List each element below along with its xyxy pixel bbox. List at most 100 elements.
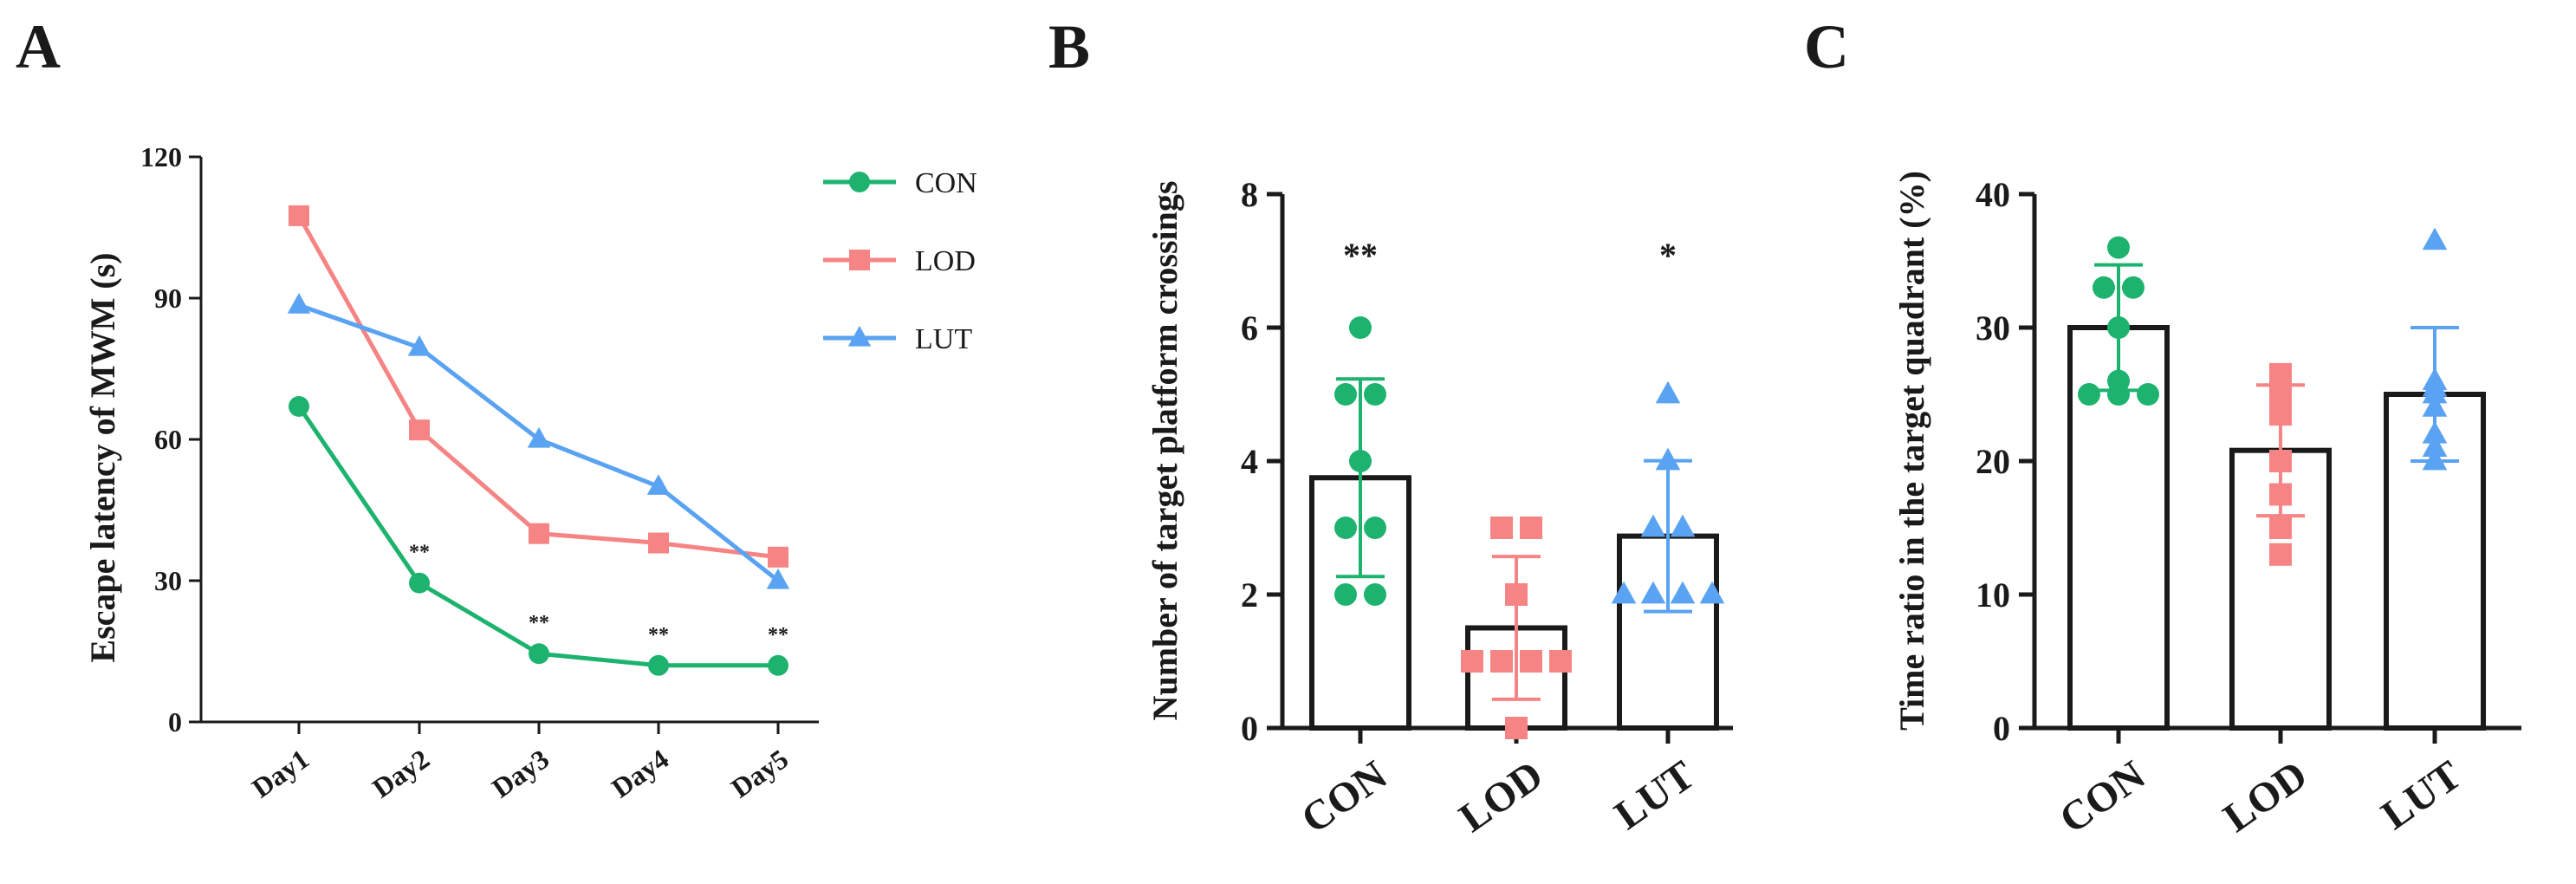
panel-b-point-lod bbox=[1461, 650, 1483, 673]
panel-b-point-con bbox=[1349, 316, 1372, 339]
panel-a-legend-marker bbox=[849, 250, 870, 270]
panel-b-point-lod bbox=[1520, 517, 1542, 539]
panel-a-legend-marker bbox=[849, 172, 870, 192]
panel-b-y-tick-label: 6 bbox=[1241, 309, 1258, 348]
panel-b-y-tick-label: 0 bbox=[1241, 709, 1258, 748]
panel-b-point-lod bbox=[1490, 517, 1513, 539]
panel-b-y-tick-label: 4 bbox=[1241, 442, 1258, 481]
panel-c-bar-chart: 0 10 20 30 40 CON LOD LUT bbox=[1976, 175, 2521, 842]
panel-b-y-tick-label: 2 bbox=[1241, 575, 1258, 614]
panel-c-point-con bbox=[2107, 316, 2130, 339]
panel-c-point-con bbox=[2078, 383, 2100, 406]
panel-b-point-con bbox=[1364, 383, 1386, 406]
panel-a-point-lut bbox=[527, 426, 551, 448]
panel-c-point-lod bbox=[2269, 543, 2292, 566]
panel-b-point-con bbox=[1364, 517, 1386, 539]
panel-a-point-lut bbox=[766, 568, 790, 589]
panel-a-x-tick-label: Day5 bbox=[725, 743, 794, 803]
panel-c-point-lut bbox=[2422, 380, 2448, 404]
panel-b-significance-con: ** bbox=[1343, 236, 1378, 275]
panel-c-point-lut bbox=[2422, 394, 2448, 417]
panel-c-y-tick-label: 0 bbox=[1993, 709, 2010, 748]
panel-c-point-con bbox=[2107, 383, 2130, 406]
panel-a-x-tick-label: Day1 bbox=[246, 743, 315, 803]
panel-b-point-lod bbox=[1520, 650, 1542, 673]
panel-a-y-tick-label: 120 bbox=[140, 141, 182, 172]
panel-a-y-tick-label: 60 bbox=[154, 424, 182, 455]
panel-c-y-tick-label: 30 bbox=[1976, 309, 2010, 348]
panel-b-x-tick-label: LUT bbox=[1606, 752, 1703, 839]
panel-c-point-lut bbox=[2422, 447, 2448, 471]
panel-letter-c: C bbox=[1804, 12, 1849, 81]
panel-b-point-con bbox=[1349, 450, 1372, 472]
panel-c-point-lut bbox=[2422, 434, 2448, 457]
panel-a-x-tick-label: Day4 bbox=[606, 743, 674, 803]
panel-b-y-tick-label: 8 bbox=[1241, 175, 1258, 214]
panel-a-point-lod bbox=[768, 546, 788, 568]
panel-letter-a: A bbox=[16, 12, 61, 81]
panel-b-point-lut bbox=[1655, 380, 1681, 404]
panel-a-x-tick-label: Day3 bbox=[486, 743, 555, 803]
panel-b-point-lod bbox=[1549, 650, 1572, 673]
panel-a-point-lod bbox=[289, 205, 309, 226]
panel-a-point-con bbox=[648, 654, 669, 676]
panel-b-point-lod bbox=[1505, 717, 1528, 739]
panel-b-point-con bbox=[1334, 383, 1357, 406]
panel-b-point-lut bbox=[1699, 581, 1725, 604]
panel-c-point-con bbox=[2122, 276, 2145, 299]
panel-c-x-tick-label: CON bbox=[2052, 751, 2154, 842]
panel-b-ylabel: Number of target platform crossings bbox=[1145, 181, 1184, 721]
panel-a-point-lut bbox=[407, 335, 431, 356]
panel-c-point-lod bbox=[2269, 517, 2292, 539]
panel-a-y-tick-label: 90 bbox=[154, 283, 182, 314]
panel-letter-b: B bbox=[1048, 12, 1090, 81]
panel-a-point-lut bbox=[287, 293, 311, 314]
panel-b-point-lod bbox=[1505, 583, 1528, 606]
panel-a-point-lod bbox=[529, 523, 549, 544]
panel-b-point-con bbox=[1334, 517, 1357, 539]
panel-b-point-con bbox=[1364, 583, 1386, 606]
panel-c-y-tick-label: 10 bbox=[1976, 575, 2010, 614]
panel-b-point-lut bbox=[1640, 581, 1666, 604]
panel-c-x-tick-label: LOD bbox=[2216, 752, 2316, 842]
panel-c-point-lod bbox=[2269, 403, 2292, 426]
panel-b-point-lut bbox=[1655, 447, 1681, 471]
panel-a-line-chart: 0 30 60 90 120 Day1 Day2 Day3 Day4 Day5 ** ** ** ** CO… bbox=[140, 141, 977, 804]
panel-a-point-lod bbox=[409, 419, 430, 441]
panel-a-point-con bbox=[768, 654, 788, 676]
panel-c-point-lut bbox=[2422, 420, 2448, 444]
panel-a-significance: ** bbox=[648, 624, 669, 647]
panel-a-point-con bbox=[289, 395, 309, 417]
panel-b-point-lut bbox=[1670, 581, 1696, 604]
panel-a-point-con bbox=[409, 572, 430, 594]
panel-a-y-tick-label: 30 bbox=[154, 565, 182, 596]
panel-a-point-lut bbox=[646, 474, 671, 495]
panel-a-significance: ** bbox=[529, 612, 549, 634]
panel-c-point-lod bbox=[2269, 483, 2292, 506]
panel-a-point-lod bbox=[648, 532, 669, 554]
panel-c-point-lut bbox=[2422, 227, 2448, 250]
panel-b-significance-lut: * bbox=[1659, 236, 1677, 275]
panel-c-x-tick-label: LUT bbox=[2373, 752, 2469, 839]
panel-b-x-tick-label: CON bbox=[1294, 751, 1396, 842]
panel-a-y-tick-label: 0 bbox=[168, 706, 182, 738]
panel-a-legend-label: LUT bbox=[915, 323, 972, 355]
panel-b-point-lut bbox=[1670, 514, 1696, 537]
panel-a-ylabel: Escape latency of MWM (s) bbox=[83, 252, 122, 662]
panel-a-legend-label: CON bbox=[915, 167, 977, 199]
panel-a-x-tick-label: Day2 bbox=[367, 743, 435, 803]
panel-b-point-lod bbox=[1490, 650, 1513, 673]
panel-c-y-tick-label: 20 bbox=[1976, 442, 2010, 481]
panel-b-point-lut bbox=[1611, 581, 1637, 604]
panel-c-point-con bbox=[2093, 276, 2115, 299]
panel-a-series-line-lod bbox=[296, 214, 779, 560]
panel-b-point-lut bbox=[1640, 514, 1666, 537]
panel-c-point-con bbox=[2137, 383, 2159, 406]
panel-b-point-con bbox=[1334, 583, 1357, 606]
panel-a-legend-marker bbox=[847, 325, 872, 347]
panel-c-y-tick-label: 40 bbox=[1976, 175, 2010, 214]
panel-c-point-lod bbox=[2269, 362, 2292, 386]
panel-c-point-lod bbox=[2269, 450, 2292, 472]
panel-a-significance: ** bbox=[409, 542, 430, 564]
